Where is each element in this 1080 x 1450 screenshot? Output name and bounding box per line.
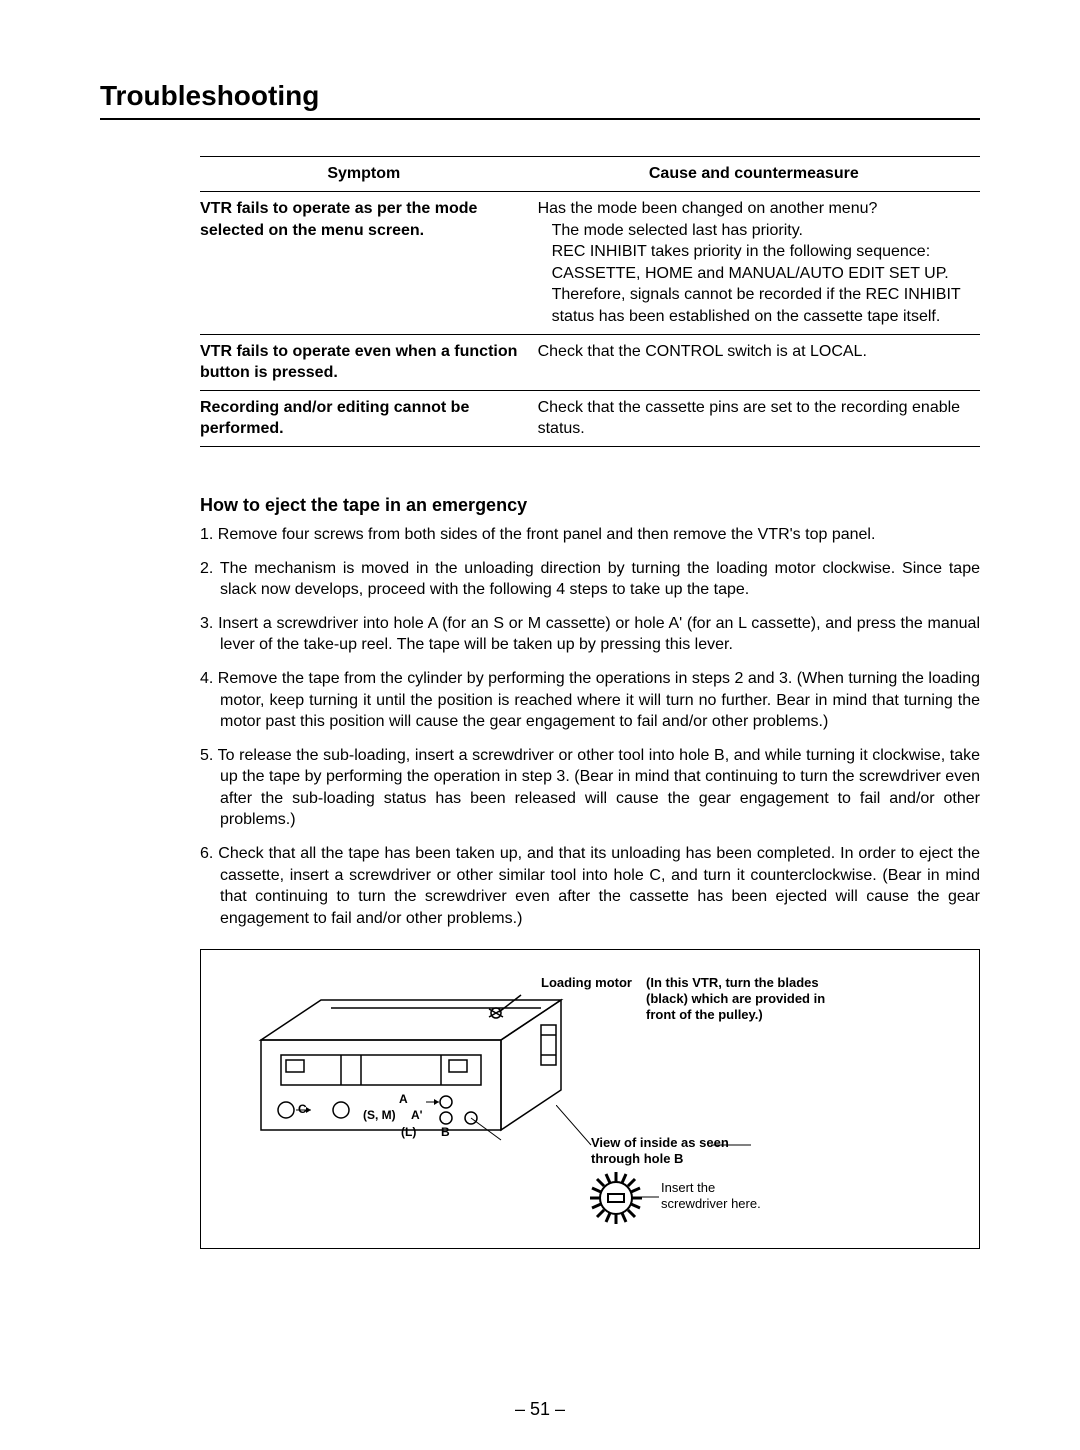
loading-motor-label: Loading motor: [541, 975, 632, 991]
leader-line-icon: [556, 1105, 756, 1155]
leader-line-icon: [631, 1185, 661, 1205]
symptom-cell: VTR fails to operate as per the mode sel…: [200, 192, 528, 335]
insert-screwdriver-label: Insert the screwdriver here.: [661, 1180, 761, 1211]
vtr-diagram: Loading motor (In this VTR, turn the bla…: [200, 949, 980, 1249]
turn-blades-label: (In this VTR, turn the blades (black) wh…: [646, 975, 856, 1022]
symptom-cell: VTR fails to operate even when a functio…: [200, 334, 528, 390]
content-area: Symptom Cause and countermeasure VTR fai…: [200, 156, 980, 1249]
step-item: 5. To release the sub-loading, insert a …: [200, 745, 980, 831]
table-row: Recording and/or editing cannot be perfo…: [200, 390, 980, 446]
step-item: 1. Remove four screws from both sides of…: [200, 524, 980, 546]
step-item: 6. Check that all the tape has been take…: [200, 843, 980, 929]
symptom-cell: Recording and/or editing cannot be perfo…: [200, 390, 528, 446]
col-cause-header: Cause and countermeasure: [528, 157, 980, 192]
page-number: – 51 –: [0, 1399, 1080, 1420]
eject-heading: How to eject the tape in an emergency: [200, 495, 980, 516]
hole-b-label: B: [441, 1125, 450, 1139]
step-item: 3. Insert a screwdriver into hole A (for…: [200, 613, 980, 656]
eject-steps: 1. Remove four screws from both sides of…: [200, 524, 980, 930]
cause-cell: Check that the cassette pins are set to …: [528, 390, 980, 446]
sm-label: (S, M): [363, 1108, 396, 1122]
table-row: VTR fails to operate even when a functio…: [200, 334, 980, 390]
hole-a-label: A: [399, 1092, 408, 1106]
cause-cell: Has the mode been changed on another men…: [528, 192, 980, 335]
cause-rest: The mode selected last has priority. REC…: [538, 220, 970, 328]
page-title: Troubleshooting: [100, 80, 980, 120]
step-item: 2. The mechanism is moved in the unloadi…: [200, 558, 980, 601]
troubleshooting-table: Symptom Cause and countermeasure VTR fai…: [200, 156, 980, 447]
cause-line1: Has the mode been changed on another men…: [538, 200, 878, 217]
col-symptom-header: Symptom: [200, 157, 528, 192]
hole-c-label: C: [298, 1102, 307, 1116]
table-row: VTR fails to operate as per the mode sel…: [200, 192, 980, 335]
table-header-row: Symptom Cause and countermeasure: [200, 157, 980, 192]
cause-cell: Check that the CONTROL switch is at LOCA…: [528, 334, 980, 390]
l-label: (L): [401, 1125, 416, 1139]
hole-a-prime-label: A': [411, 1108, 423, 1122]
step-item: 4. Remove the tape from the cylinder by …: [200, 668, 980, 733]
